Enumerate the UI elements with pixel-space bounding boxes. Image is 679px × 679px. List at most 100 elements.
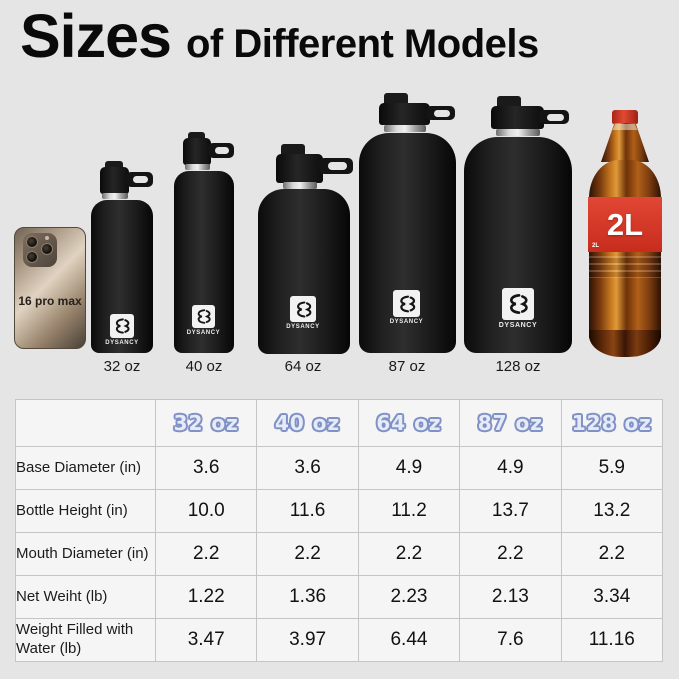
column-header-32oz: 32 oz <box>154 399 258 447</box>
cell-value: 4.9 <box>357 446 461 490</box>
phone-label: 16 pro max <box>18 294 82 308</box>
row-label: Weight Filled with Water (lb) <box>15 618 156 662</box>
table-row: Bottle Height (in) 10.0 11.6 11.2 13.7 1… <box>15 489 664 533</box>
column-header-64oz: 64 oz <box>357 399 461 447</box>
cell-value: 2.23 <box>357 575 461 619</box>
bottle-neck-ring <box>496 129 540 136</box>
bottle-cap-knob <box>384 93 408 105</box>
cell-value: 13.7 <box>459 489 562 533</box>
bottle-neck-ring <box>185 164 210 170</box>
bottle-handle-hole <box>547 114 564 121</box>
phone-image: 16 pro max <box>14 227 86 349</box>
page-title: Sizes of Different Models <box>20 0 539 72</box>
cell-value: 13.2 <box>560 489 664 533</box>
bottle-handle <box>426 106 455 120</box>
size-label-87oz: 87 oz <box>388 358 426 375</box>
bottle-cap <box>276 154 323 183</box>
cell-value: 1.36 <box>256 575 359 619</box>
bottle-handle <box>126 172 153 187</box>
bottle-neck-ring <box>102 193 128 199</box>
dysancy-logo-icon <box>110 314 134 338</box>
bottle-cap <box>491 106 544 129</box>
camera-lens-icon <box>41 243 53 255</box>
spec-table: 32 oz 40 oz 64 oz 87 oz 128 oz Base Diam… <box>15 399 664 662</box>
camera-flash-icon <box>45 236 49 240</box>
camera-lens-icon <box>26 236 38 248</box>
bottle-handle <box>319 158 353 174</box>
cell-value: 2.13 <box>459 575 562 619</box>
bottle-cap-knob <box>188 132 205 140</box>
size-label-40oz: 40 oz <box>185 358 223 375</box>
size-label-64oz: 64 oz <box>284 358 322 375</box>
brand-logo: DYSANCY <box>105 314 138 346</box>
cell-value: 5.9 <box>560 446 664 490</box>
cola-ridges <box>589 256 661 278</box>
camera-lens-icon <box>26 251 38 263</box>
brand-logo: DYSANCY <box>187 305 220 336</box>
cell-value: 11.2 <box>357 489 461 533</box>
title-subtitle: of Different Models <box>186 22 539 66</box>
cell-value: 2.2 <box>154 532 258 576</box>
dysancy-logo-icon <box>502 288 534 320</box>
table-row: Base Diameter (in) 3.6 3.6 4.9 4.9 5.9 <box>15 446 664 490</box>
cell-value: 1.22 <box>154 575 258 619</box>
table-header-row: 32 oz 40 oz 64 oz 87 oz 128 oz <box>15 399 664 447</box>
cola-label: 2L 2L <box>588 197 662 252</box>
bottle-handle <box>539 110 569 124</box>
bottle-handle-hole <box>434 110 450 117</box>
bottle-handle-hole <box>215 147 229 154</box>
brand-name: DYSANCY <box>286 324 320 330</box>
cell-value: 2.2 <box>560 532 664 576</box>
cola-volume: 2L <box>606 206 644 242</box>
brand-name: DYSANCY <box>498 322 538 329</box>
phone-camera-module <box>23 233 57 267</box>
brand-name: DYSANCY <box>186 330 221 336</box>
bottle-handle-hole <box>133 176 148 183</box>
cell-value: 2.2 <box>256 532 359 576</box>
cola-shoulder <box>589 160 661 200</box>
brand-logo: DYSANCY <box>498 288 538 329</box>
cell-value: 3.47 <box>154 618 258 662</box>
cell-value: 3.6 <box>256 446 359 490</box>
title-word-sizes: Sizes <box>20 2 172 70</box>
cola-cap <box>612 110 638 124</box>
brand-logo: DYSANCY <box>390 290 423 325</box>
bottle-handle <box>208 143 234 158</box>
dysancy-logo-icon <box>290 296 316 322</box>
cola-volume-small: 2L <box>592 243 600 249</box>
row-label: Base Diameter (in) <box>15 446 156 490</box>
cola-lower-body <box>589 252 661 338</box>
brand-name: DYSANCY <box>389 319 424 325</box>
bottle-body <box>258 189 350 354</box>
bottle-cap <box>379 103 430 125</box>
bottle-cap <box>183 138 211 165</box>
brand-logo: DYSANCY <box>286 296 319 330</box>
cell-value: 7.6 <box>459 618 562 662</box>
cell-value: 2.2 <box>459 532 562 576</box>
bottle-cap-knob <box>281 144 305 156</box>
cola-base <box>589 330 661 357</box>
bottle-handle-hole <box>328 162 347 170</box>
bottle-neck-ring <box>384 125 426 132</box>
table-row: Weight Filled with Water (lb) 3.47 3.97 … <box>15 618 664 662</box>
table-row: Net Weiht (lb) 1.22 1.36 2.23 2.13 3.34 <box>15 575 664 619</box>
bottle-cap-knob <box>105 161 123 169</box>
cell-value: 2.2 <box>357 532 461 576</box>
cell-value: 4.9 <box>459 446 562 490</box>
cell-value: 3.34 <box>560 575 664 619</box>
dysancy-logo-icon <box>393 290 420 317</box>
cell-value: 11.16 <box>560 618 664 662</box>
cell-value: 6.44 <box>357 618 461 662</box>
cell-value: 10.0 <box>154 489 258 533</box>
bottle-neck-ring <box>283 182 317 189</box>
brand-name: DYSANCY <box>105 340 139 346</box>
column-header-87oz: 87 oz <box>459 399 562 447</box>
cell-value: 11.6 <box>256 489 359 533</box>
cola-neck-highlight <box>612 124 638 130</box>
table-row: Mouth Diameter (in) 2.2 2.2 2.2 2.2 2.2 <box>15 532 664 576</box>
row-label: Mouth Diameter (in) <box>15 532 156 576</box>
size-label-32oz: 32 oz <box>103 358 141 375</box>
dysancy-logo-icon <box>192 305 215 328</box>
cell-value: 3.97 <box>256 618 359 662</box>
